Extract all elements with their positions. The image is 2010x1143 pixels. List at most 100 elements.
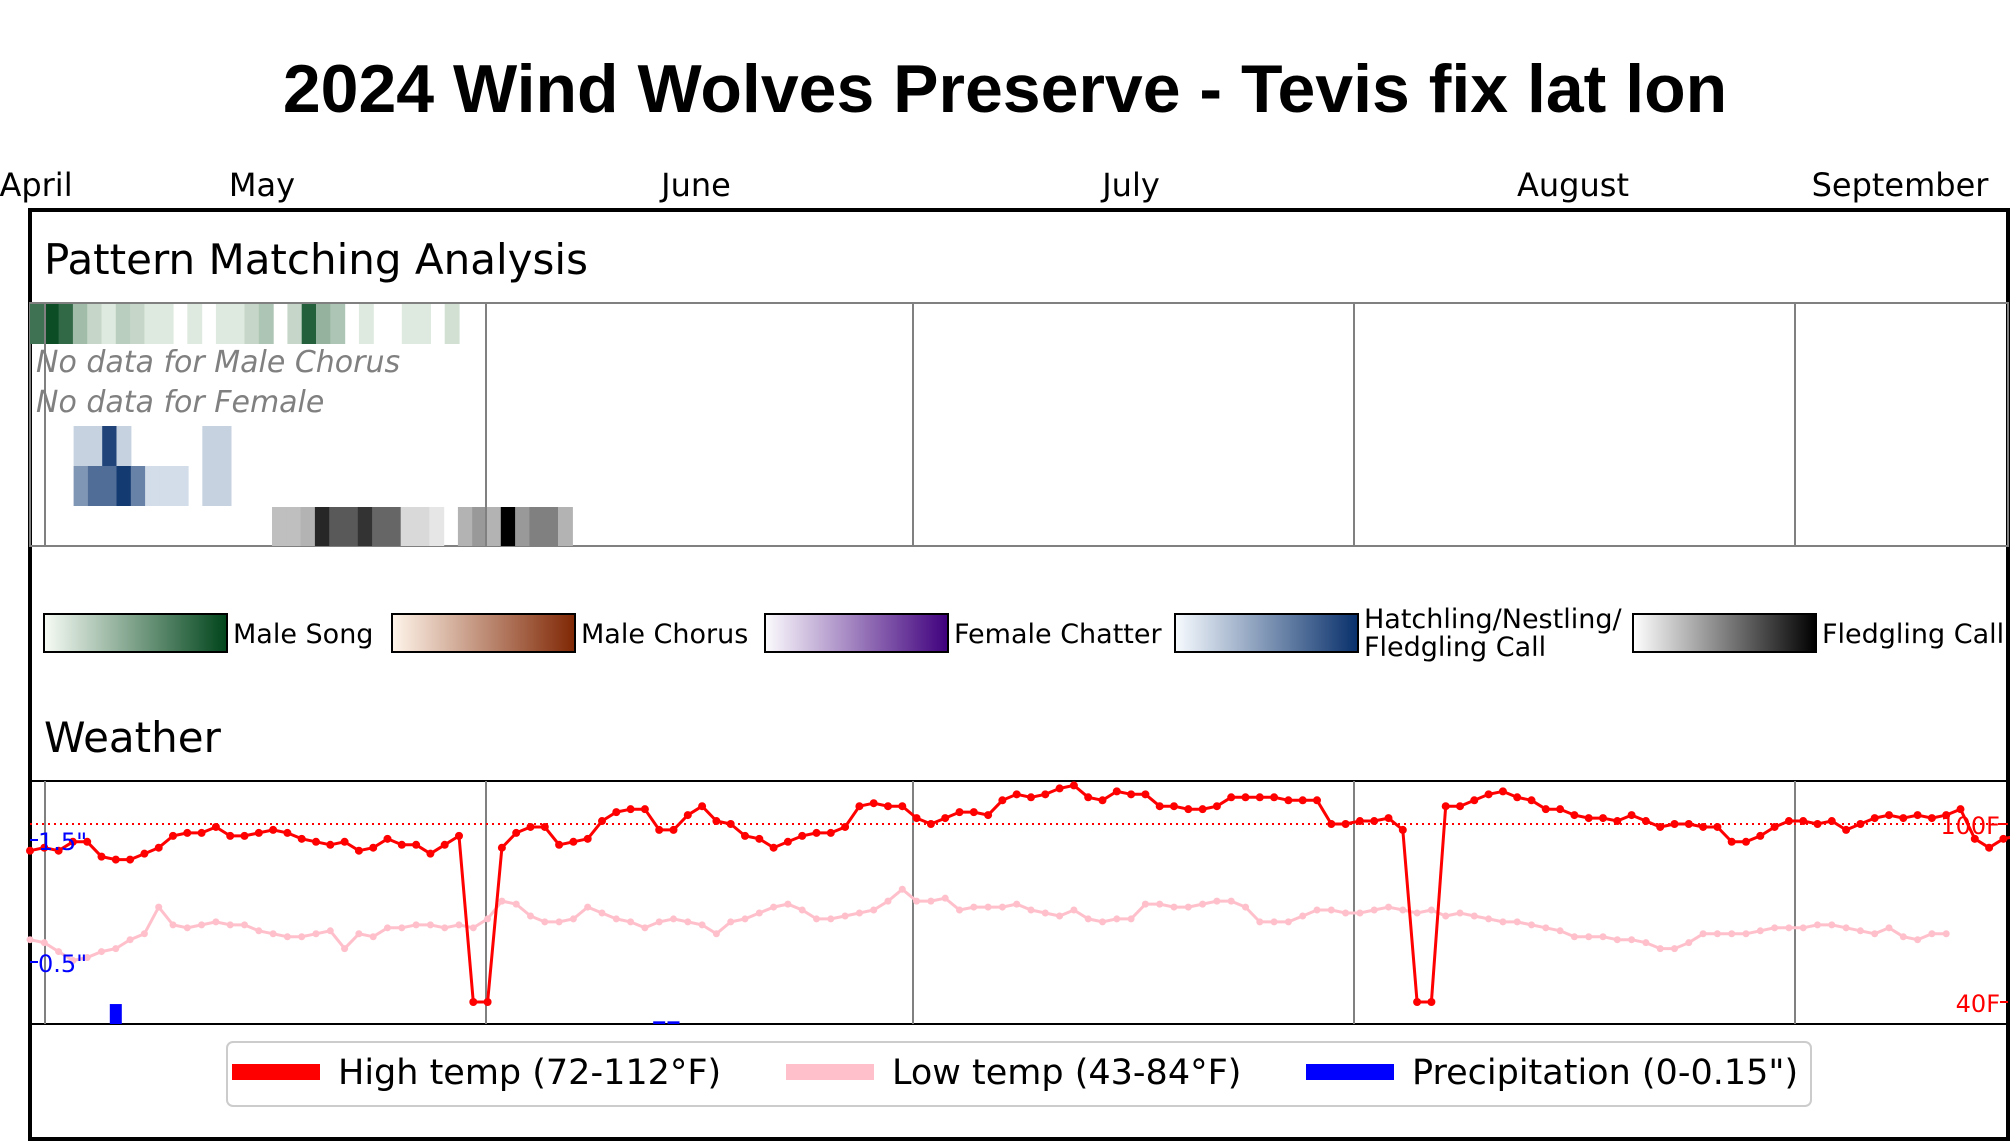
low-temp-point	[441, 924, 449, 932]
low-temp-point	[1470, 912, 1478, 920]
high-temp-point	[1813, 820, 1822, 828]
high-temp-point	[1885, 811, 1893, 820]
high-temp-point	[741, 831, 749, 840]
low-temp-point	[1027, 906, 1035, 914]
legend-swatch-high	[232, 1064, 320, 1080]
high-temp-point	[583, 834, 592, 843]
heatmap-cells	[30, 304, 573, 546]
high-temp-point	[1985, 843, 1994, 852]
high-temp-point	[1184, 805, 1193, 814]
high-temp-point	[1141, 790, 1150, 799]
hatchling-row2-cell	[202, 466, 218, 506]
low-temp-point	[498, 897, 506, 905]
high-temp-line	[29, 783, 2010, 1004]
male-song-cell	[187, 304, 203, 344]
high-temp-point	[1999, 834, 2008, 843]
male-song-cell	[58, 304, 74, 344]
low-temp-point	[1213, 897, 1221, 905]
high-temp-point	[1913, 811, 1922, 820]
hatchling-row2-cell	[130, 466, 146, 506]
low-temp-point	[455, 921, 463, 929]
low-temp-point	[827, 915, 835, 923]
high-temp-point	[626, 805, 635, 814]
high-temp-point	[1627, 811, 1636, 820]
low-temp-point	[541, 918, 549, 926]
low-temp-point	[1756, 927, 1764, 935]
low-temp-point	[1156, 900, 1164, 908]
colorbar-label-female-chatter: Female Chatter	[954, 619, 1163, 650]
high-temp-point	[1599, 814, 1607, 823]
low-temp-point	[298, 933, 306, 941]
high-temp-point	[83, 837, 92, 846]
colorbar-fledgling-call	[1632, 613, 1817, 653]
low-temp-point	[369, 933, 377, 941]
low-temp-point	[326, 927, 334, 935]
fledgling-call-cell	[357, 507, 373, 546]
high-temp-point	[1784, 817, 1793, 826]
high-temp-point	[1684, 820, 1693, 828]
high-temp-point	[283, 828, 292, 837]
low-temp-point	[684, 918, 692, 926]
low-temp-point	[1256, 918, 1264, 926]
high-temp-point	[1055, 784, 1064, 793]
male-song-cell	[87, 304, 103, 344]
temp-axis: 100F 40F	[1940, 812, 2008, 1018]
fledgling-call-cell	[558, 507, 573, 546]
male-song-cell	[230, 304, 246, 344]
high-temp-point	[1827, 817, 1836, 826]
legend-label-low: Low temp (43-84°F)	[892, 1053, 1241, 1093]
low-temp-point	[698, 921, 706, 929]
male-song-cell	[330, 304, 346, 344]
high-temp-point	[240, 831, 249, 840]
low-temp-point	[155, 903, 163, 911]
low-temp-point	[1713, 930, 1721, 938]
high-temp-point	[1770, 822, 1779, 831]
hatchling-row2-cell	[116, 466, 132, 506]
low-temp-point	[612, 915, 620, 923]
male-song-cell	[444, 304, 460, 344]
high-temp-point	[1241, 793, 1250, 802]
high-temp-point	[1012, 790, 1021, 799]
low-temp-point	[1556, 927, 1564, 935]
low-temp-point	[1914, 936, 1922, 944]
fledgling-call-cell	[515, 507, 530, 546]
low-temp-point	[1385, 903, 1392, 911]
hatchling-row1-cell	[87, 426, 103, 466]
high-temp-point	[183, 828, 192, 837]
low-temp-point	[1399, 906, 1407, 914]
high-temp-point	[941, 814, 950, 823]
hatchling-row1-cell	[102, 426, 118, 466]
legend-swatch-low	[786, 1064, 874, 1080]
high-temp-point	[1699, 822, 1708, 831]
fledgling-call-cell	[486, 507, 502, 546]
weather-panel	[29, 780, 2009, 1025]
high-temp-point	[898, 802, 907, 811]
male-song-cell	[44, 304, 60, 344]
low-temp-point	[484, 915, 492, 923]
high-temp-point	[598, 817, 606, 826]
low-temp-point	[1113, 915, 1121, 923]
low-temp-point	[341, 945, 349, 953]
fledgling-call-cell	[457, 507, 473, 546]
low-temp-point	[1899, 933, 1907, 941]
low-temp-point	[1013, 900, 1021, 908]
high-temp-point	[555, 840, 564, 849]
high-temp-point	[1155, 802, 1164, 811]
chart-title: 2024 Wind Wolves Preserve - Tevis fix la…	[283, 51, 1727, 127]
colorbar-hatchling	[1174, 613, 1359, 653]
low-temp-point	[555, 918, 563, 926]
low-temp-point	[1599, 933, 1607, 941]
low-temp-point	[998, 903, 1006, 911]
fledgling-call-cell	[400, 507, 416, 546]
low-temp-point	[1885, 924, 1893, 932]
no-data-female: No data for Female	[36, 385, 324, 420]
high-temp-point	[40, 843, 49, 852]
low-temp-point	[584, 903, 592, 911]
low-temp-point	[1928, 930, 1936, 938]
low-temp-point	[770, 903, 778, 911]
high-temp-point	[1742, 837, 1750, 846]
low-temp-point	[1871, 930, 1879, 938]
high-temp-point	[526, 822, 535, 831]
high-temp-point	[211, 822, 220, 831]
high-temp-point	[412, 840, 421, 849]
